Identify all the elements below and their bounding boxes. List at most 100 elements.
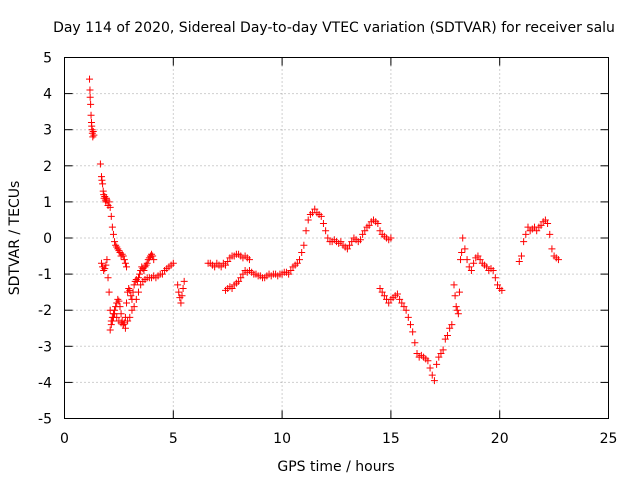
data-point (474, 252, 482, 260)
data-point (107, 212, 115, 220)
y-tick-label: 5 (43, 51, 52, 67)
y-tick-label: -2 (38, 303, 52, 319)
data-point (439, 346, 447, 354)
data-point (115, 247, 123, 255)
data-point (463, 256, 471, 264)
data-point (124, 317, 132, 325)
x-tick-label: 25 (600, 431, 618, 447)
y-tick-label: -1 (38, 267, 52, 283)
data-point (98, 176, 106, 184)
data-point (178, 292, 186, 300)
data-point (116, 303, 124, 311)
data-point (217, 263, 225, 271)
data-point (140, 266, 148, 274)
data-point (113, 313, 121, 321)
data-point (446, 324, 454, 332)
data-point (494, 281, 502, 289)
data-point (111, 238, 119, 246)
data-point (409, 328, 417, 336)
data-point (105, 198, 113, 206)
data-point (102, 261, 110, 269)
data-point (235, 277, 243, 285)
data-point (111, 310, 119, 318)
x-tick-label: 10 (273, 431, 291, 447)
data-point (554, 256, 562, 264)
data-point (105, 288, 113, 296)
data-point (451, 292, 459, 300)
data-point (433, 360, 441, 368)
data-point (237, 274, 245, 282)
data-point (311, 205, 319, 213)
data-point (387, 234, 395, 242)
data-point (319, 220, 327, 228)
x-tick-label: 20 (491, 431, 509, 447)
data-point (426, 364, 434, 372)
data-point (322, 227, 330, 235)
data-point (115, 297, 123, 305)
data-point (448, 321, 456, 329)
data-point (121, 259, 129, 267)
y-tick-label: 0 (43, 231, 52, 247)
data-point (398, 299, 406, 307)
data-point (443, 331, 451, 339)
data-point (113, 243, 121, 251)
data-point (228, 285, 236, 293)
data-point (359, 230, 367, 238)
data-point (541, 216, 549, 224)
data-point (158, 270, 166, 278)
data-point (126, 286, 134, 294)
data-point (300, 241, 308, 249)
data-point (86, 86, 94, 94)
data-point (126, 313, 134, 321)
data-point (378, 288, 386, 296)
data-point (476, 256, 484, 264)
x-tick-label: 0 (60, 431, 69, 447)
data-point (120, 256, 128, 264)
data-point (546, 230, 554, 238)
y-tick-label: 4 (43, 87, 52, 103)
data-point (114, 295, 122, 303)
data-point (404, 313, 412, 321)
data-point (465, 263, 473, 271)
data-point (467, 266, 475, 274)
data-point (143, 259, 151, 267)
data-point (361, 227, 369, 235)
data-point (413, 350, 421, 358)
data-point (483, 263, 491, 271)
data-point (293, 259, 301, 267)
data-point (406, 321, 414, 329)
data-point (302, 227, 310, 235)
data-point (374, 220, 382, 228)
data-point (174, 281, 182, 289)
data-point (104, 274, 112, 282)
data-point (402, 306, 410, 314)
data-point (89, 128, 97, 136)
data-point (544, 220, 552, 228)
data-point (296, 256, 304, 264)
x-tick-label: 15 (382, 431, 400, 447)
data-point (452, 303, 460, 311)
data-point (136, 270, 144, 278)
data-point (107, 321, 115, 329)
data-point (454, 310, 462, 318)
data-point (108, 223, 116, 231)
data-point (498, 286, 506, 294)
data-point (106, 203, 114, 211)
data-point (450, 281, 458, 289)
y-tick-label: -4 (38, 375, 52, 391)
data-point (130, 281, 138, 289)
data-point (298, 248, 306, 256)
data-point (123, 263, 131, 271)
data-point (380, 292, 388, 300)
data-point (134, 274, 142, 282)
data-point (222, 261, 230, 269)
y-tick-label: 1 (43, 195, 52, 211)
data-point (385, 299, 393, 307)
data-point (86, 93, 94, 101)
data-point (348, 238, 356, 246)
data-point (337, 238, 345, 246)
data-point (517, 252, 525, 260)
y-tick-label: -5 (38, 412, 52, 428)
data-point (87, 100, 95, 108)
data-point (179, 285, 187, 293)
